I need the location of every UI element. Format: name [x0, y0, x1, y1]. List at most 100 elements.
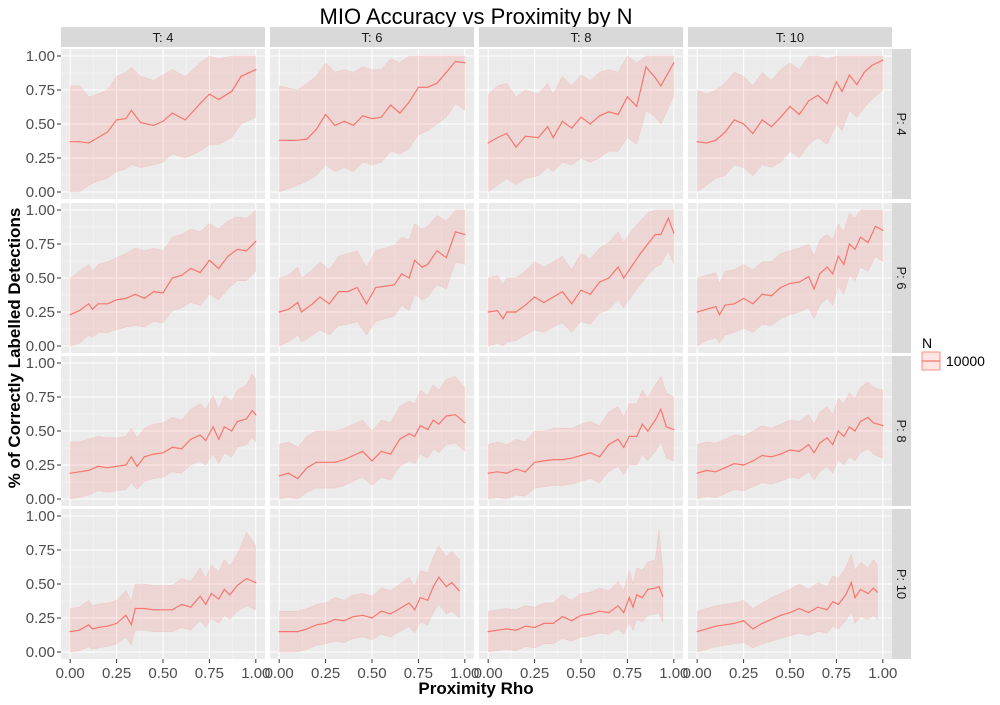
data-point — [116, 622, 118, 625]
data-point — [464, 422, 466, 424]
data-point — [134, 293, 136, 295]
y-tick-label: 0.00 — [26, 644, 55, 661]
data-point — [761, 119, 763, 121]
data-point — [245, 418, 248, 420]
data-point — [371, 617, 373, 619]
data-point — [608, 444, 610, 446]
chart-title: MIO Accuracy vs Proximity by N — [320, 4, 633, 29]
data-point — [306, 628, 308, 630]
data-point — [654, 233, 656, 236]
data-point — [190, 267, 192, 270]
data-point — [445, 71, 447, 73]
data-point — [733, 622, 735, 625]
data-point — [390, 453, 392, 455]
facet-panel — [61, 203, 265, 353]
data-point — [571, 303, 573, 305]
data-point — [78, 471, 81, 473]
data-point — [848, 74, 851, 76]
data-point — [414, 435, 416, 437]
data-point — [654, 587, 656, 589]
data-point — [724, 467, 726, 469]
facet-strip-label: P: 8 — [894, 419, 909, 442]
data-point — [181, 274, 183, 276]
data-point — [88, 624, 90, 626]
confidence-ribbon — [278, 55, 466, 193]
y-tick-label: 0.25 — [26, 610, 55, 627]
data-point — [813, 288, 815, 290]
data-point — [240, 75, 242, 77]
series-line — [69, 240, 257, 316]
data-point — [487, 311, 489, 313]
data-point — [502, 318, 504, 320]
data-point — [780, 614, 782, 616]
facet-strip-label: T: 8 — [571, 30, 592, 45]
data-point — [770, 456, 773, 458]
data-point — [780, 116, 782, 118]
data-point — [287, 472, 290, 474]
data-point — [432, 419, 434, 421]
confidence-ribbon — [696, 553, 878, 653]
data-point — [743, 297, 745, 299]
data-point — [181, 448, 183, 450]
data-point — [718, 314, 721, 316]
facet-strip-right — [890, 49, 911, 199]
data-point — [837, 430, 839, 432]
data-point — [654, 77, 656, 79]
data-point — [312, 303, 314, 305]
series-line — [488, 407, 675, 474]
y-tick-label: 0.50 — [26, 576, 55, 593]
data-point — [524, 135, 526, 137]
facet-panel — [688, 203, 892, 353]
data-point — [608, 111, 610, 113]
data-point — [116, 119, 118, 121]
data-point — [255, 69, 257, 71]
data-point — [808, 612, 810, 614]
data-point — [297, 631, 299, 633]
data-point — [371, 118, 373, 120]
data-point — [837, 255, 839, 257]
data-point — [162, 292, 164, 294]
data-point — [608, 277, 610, 279]
data-point — [287, 631, 290, 633]
data-point — [78, 629, 81, 631]
data-point — [628, 435, 630, 437]
data-point — [819, 442, 821, 444]
data-point — [278, 631, 280, 633]
data-point — [608, 612, 610, 614]
data-point — [705, 628, 708, 630]
data-point — [393, 284, 395, 286]
x-tick-label: 0.00 — [683, 665, 712, 682]
data-point — [236, 584, 238, 587]
confidence-ribbon — [69, 531, 257, 653]
facet-strip-label: T: 4 — [153, 30, 174, 45]
data-point — [255, 240, 257, 242]
x-tick-label: 0.25 — [102, 665, 131, 682]
y-tick-label: 1.00 — [26, 508, 55, 525]
y-tick-label: 0.25 — [26, 457, 55, 474]
data-point — [743, 123, 745, 125]
facet-panel — [61, 356, 265, 506]
data-point — [845, 594, 847, 596]
data-point — [343, 459, 345, 461]
y-tick-label: 0.25 — [26, 150, 55, 167]
data-point — [837, 603, 839, 606]
x-tick-label: 1.00 — [868, 665, 897, 682]
data-point — [325, 461, 327, 463]
data-point — [867, 242, 869, 244]
data-point — [380, 116, 382, 118]
data-point — [408, 101, 410, 103]
data-point — [733, 119, 735, 121]
data-point — [91, 628, 94, 630]
y-tick-label: 0.50 — [26, 423, 55, 440]
data-point — [343, 620, 345, 622]
data-point — [136, 465, 138, 467]
data-point — [297, 139, 299, 141]
data-point — [636, 594, 638, 596]
data-point — [662, 595, 664, 597]
data-point — [143, 607, 145, 610]
data-point — [617, 113, 619, 116]
data-point — [654, 419, 656, 421]
data-point — [580, 116, 582, 118]
facet-panel — [479, 356, 683, 506]
data-point — [205, 439, 207, 442]
